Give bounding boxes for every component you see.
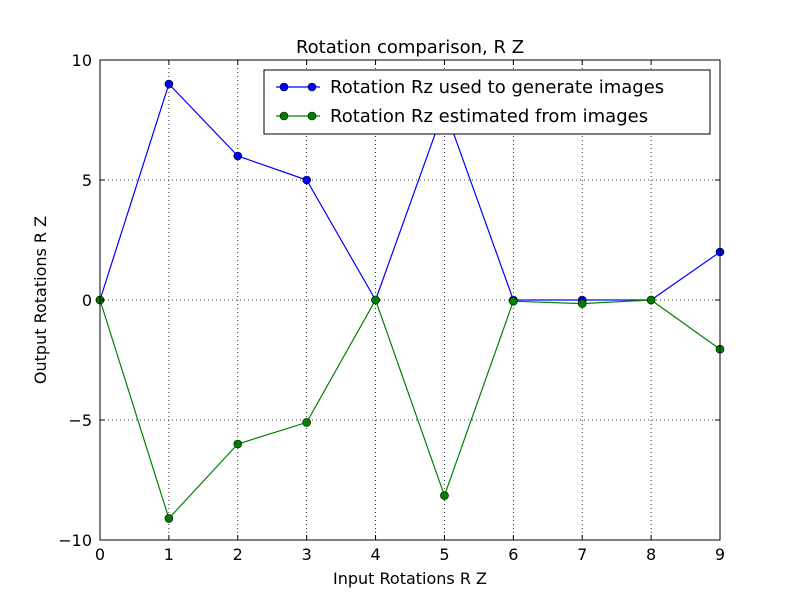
- y-tick-label: 0: [82, 291, 92, 310]
- x-tick-label: 4: [370, 545, 380, 564]
- data-point: [233, 439, 243, 449]
- data-point: [440, 491, 449, 500]
- legend-marker: [279, 111, 289, 121]
- data-point: [577, 299, 587, 308]
- data-point: [302, 175, 311, 185]
- x-tick-label: 1: [164, 545, 174, 564]
- x-tick-label: 9: [715, 545, 725, 564]
- y-tick-label: 5: [82, 171, 92, 190]
- data-point: [164, 514, 174, 523]
- chart-title: Rotation comparison, R Z: [296, 37, 524, 58]
- legend-item: Rotation Rz used to generate images: [276, 77, 664, 98]
- x-axis-label: Input Rotations R Z: [333, 569, 487, 588]
- legend-label: Rotation Rz estimated from images: [330, 106, 648, 127]
- legend: Rotation Rz used to generate images Rotat…: [263, 69, 711, 135]
- x-tick-label: 8: [646, 545, 656, 564]
- legend-items: Rotation Rz used to generate images Rotat…: [276, 77, 664, 127]
- legend-marker: [307, 82, 317, 92]
- legend-marker: [307, 111, 317, 121]
- y-tick-label: −10: [58, 531, 92, 550]
- data-point: [164, 79, 174, 89]
- x-tick-label: 6: [508, 545, 518, 564]
- x-tick-label: 2: [233, 545, 243, 564]
- data-point: [233, 151, 243, 161]
- x-tick-label: 3: [302, 545, 312, 564]
- series-line: [99, 82, 721, 302]
- legend-box: [263, 69, 711, 135]
- legend-marker: [279, 82, 289, 92]
- x-tick-label: 7: [577, 545, 587, 564]
- data-point: [371, 295, 380, 305]
- data-point: [509, 296, 518, 306]
- series-line: [99, 298, 721, 520]
- y-axis-label: Output Rotations R Z: [31, 216, 50, 384]
- x-tick-label: 5: [439, 545, 449, 564]
- x-tick-label: 0: [95, 545, 105, 564]
- data-point: [646, 295, 656, 305]
- legend-item: Rotation Rz estimated from images: [276, 106, 648, 127]
- y-tick-label: −5: [68, 411, 92, 430]
- data-point: [302, 418, 311, 427]
- axis-ticks: 0 1 2 3 4 5 6 7 8 9 −10 −5 0 5 10: [58, 51, 725, 564]
- legend-label: Rotation Rz used to generate images: [330, 77, 664, 98]
- y-tick-label: 10: [72, 51, 92, 70]
